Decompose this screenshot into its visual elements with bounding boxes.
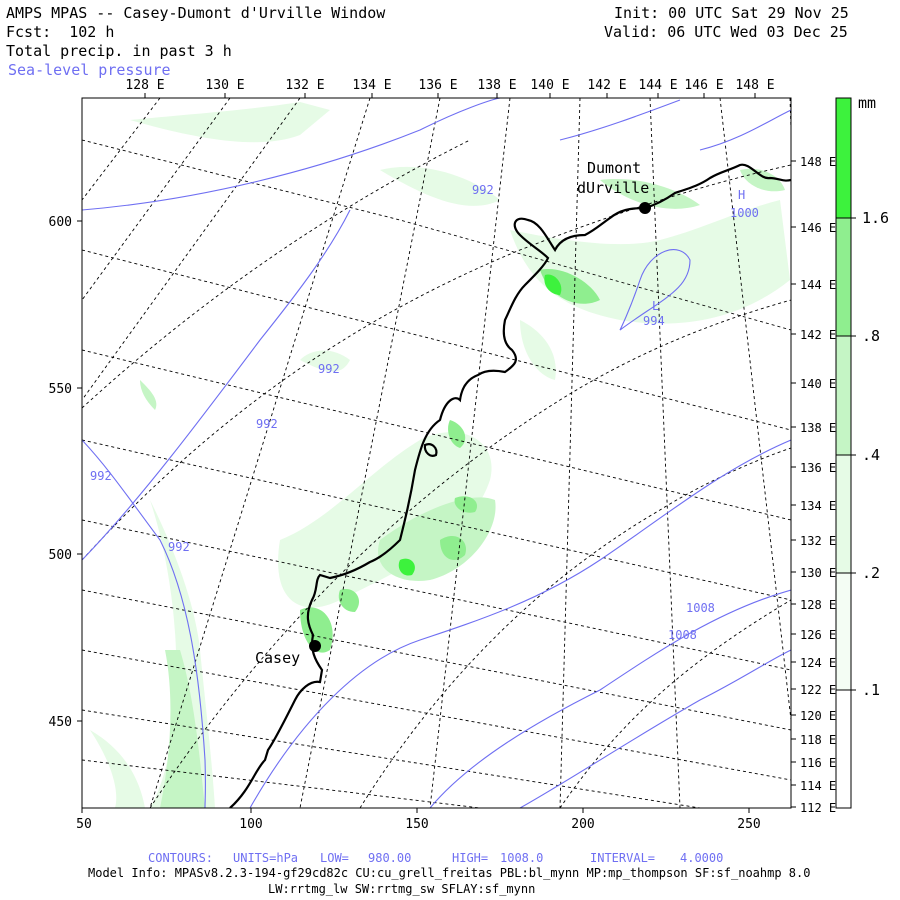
pressure-label: 992 <box>256 417 278 431</box>
right-lon-label: 142 E <box>800 328 836 342</box>
x-tick-label: 250 <box>737 817 760 832</box>
right-lon-labels: 148 E 146 E 144 E 142 E 140 E 138 E 136 … <box>800 155 836 815</box>
map-border <box>81 97 792 809</box>
y-tick-label: 550 <box>49 382 72 397</box>
forecast-hour: Fcst: 102 h <box>6 23 115 41</box>
high-label: HIGH= <box>452 851 488 865</box>
map-title: AMPS MPAS -- Casey-Dumont d'Urville Wind… <box>6 4 386 22</box>
units-label: UNITS=hPa <box>233 851 298 865</box>
top-lon-label: 134 E <box>352 78 391 93</box>
dumont-station-marker <box>639 202 651 214</box>
left-ticks <box>77 220 82 722</box>
dumont-label-line1: Dumont <box>587 159 641 177</box>
lat-lon-grid <box>82 98 791 808</box>
contours-label: CONTOURS: <box>148 851 213 865</box>
x-tick-label: 50 <box>76 817 92 832</box>
pressure-label: 994 <box>643 314 665 328</box>
contour-info: CONTOURS: UNITS=hPa LOW= 980.00 HIGH= 10… <box>148 851 723 865</box>
top-lon-label: 140 E <box>530 78 569 93</box>
colorbar: mm 1.6 .8 .4 .2 .1 <box>835 94 889 809</box>
colorbar-label: .2 <box>862 564 880 582</box>
top-lon-label: 146 E <box>684 78 723 93</box>
right-lon-label: 132 E <box>800 534 836 548</box>
model-info-line2: LW:rrtmg_lw SW:rrtmg_sw SFLAY:sf_mynn <box>268 882 535 896</box>
pressure-label: 992 <box>168 540 190 554</box>
dumont-label-line2: dUrville <box>577 179 649 197</box>
right-lon-label: 136 E <box>800 461 836 475</box>
top-lon-label: 128 E <box>125 78 164 93</box>
right-lon-label: 124 E <box>800 656 836 670</box>
right-lon-label: 144 E <box>800 278 836 292</box>
right-lon-label: 138 E <box>800 421 836 435</box>
y-tick-label: 500 <box>49 548 72 563</box>
y-tick-labels: 600 550 500 450 <box>49 215 72 730</box>
right-ticks <box>791 160 796 808</box>
top-lon-label: 144 E <box>638 78 677 93</box>
colorbar-label: 1.6 <box>862 209 889 227</box>
interval-label: INTERVAL= <box>590 851 655 865</box>
model-info-line1: Model Info: MPASv8.2.3-194-gf29cd82c CU:… <box>88 866 810 880</box>
colorbar-unit: mm <box>858 94 876 112</box>
contour-field-name: Sea-level pressure <box>8 61 171 79</box>
top-ticks <box>144 93 756 98</box>
top-lon-label: 148 E <box>735 78 774 93</box>
right-lon-label: 122 E <box>800 683 836 697</box>
top-lon-label: 142 E <box>587 78 626 93</box>
right-lon-label: 118 E <box>800 733 836 747</box>
top-lon-label: 132 E <box>285 78 324 93</box>
pressure-labels: 992 992 992 992 992 994 1000 1008 1008 H… <box>90 183 759 642</box>
y-tick-label: 600 <box>49 215 72 230</box>
top-lon-label: 138 E <box>477 78 516 93</box>
pressure-label: 1008 <box>668 628 697 642</box>
pressure-label: 1008 <box>686 601 715 615</box>
right-lon-label: 148 E <box>800 155 836 169</box>
top-lon-labels: 128 E 130 E 132 E 134 E 136 E 138 E 140 … <box>125 78 774 93</box>
right-lon-label: 128 E <box>800 598 836 612</box>
y-tick-label: 450 <box>49 715 72 730</box>
colorbar-label: .1 <box>862 681 880 699</box>
init-time: Init: 00 UTC Sat 29 Nov 25 <box>614 4 849 22</box>
place-labels: Dumont dUrville Casey <box>255 159 649 667</box>
colorbar-label: .8 <box>862 327 880 345</box>
colorbar-label: .4 <box>862 446 880 464</box>
right-lon-label: 112 E <box>800 801 836 815</box>
x-tick-label: 150 <box>405 817 428 832</box>
pressure-label: 992 <box>318 362 340 376</box>
model-info: Model Info: MPASv8.2.3-194-gf29cd82c CU:… <box>88 866 810 896</box>
top-lon-label: 130 E <box>205 78 244 93</box>
casey-station-marker <box>309 640 321 652</box>
bottom-ticks <box>81 808 750 813</box>
high-value: 1008.0 <box>500 851 543 865</box>
right-lon-label: 116 E <box>800 756 836 770</box>
field-name: Total precip. in past 3 h <box>6 42 232 60</box>
right-lon-label: 114 E <box>800 779 836 793</box>
pressure-label: 992 <box>472 183 494 197</box>
right-lon-label: 120 E <box>800 709 836 723</box>
high-pressure-mark: H <box>738 188 745 202</box>
x-tick-labels: 50 100 150 200 250 <box>76 817 761 832</box>
right-lon-label: 146 E <box>800 221 836 235</box>
top-lon-label: 136 E <box>418 78 457 93</box>
low-value: 980.00 <box>368 851 411 865</box>
pressure-label: 1000 <box>730 206 759 220</box>
right-lon-label: 126 E <box>800 628 836 642</box>
coastline <box>229 163 791 808</box>
pressure-label: 992 <box>90 469 112 483</box>
right-lon-label: 130 E <box>800 566 836 580</box>
x-tick-label: 100 <box>239 817 262 832</box>
pressure-contours <box>82 98 791 808</box>
interval-value: 4.0000 <box>680 851 723 865</box>
x-tick-label: 200 <box>571 817 594 832</box>
right-lon-label: 134 E <box>800 499 836 513</box>
valid-time: Valid: 06 UTC Wed 03 Dec 25 <box>604 23 848 41</box>
low-pressure-mark: L <box>652 299 659 313</box>
casey-label: Casey <box>255 649 300 667</box>
right-lon-label: 140 E <box>800 377 836 391</box>
precip-shading <box>90 102 790 808</box>
low-label: LOW= <box>320 851 349 865</box>
